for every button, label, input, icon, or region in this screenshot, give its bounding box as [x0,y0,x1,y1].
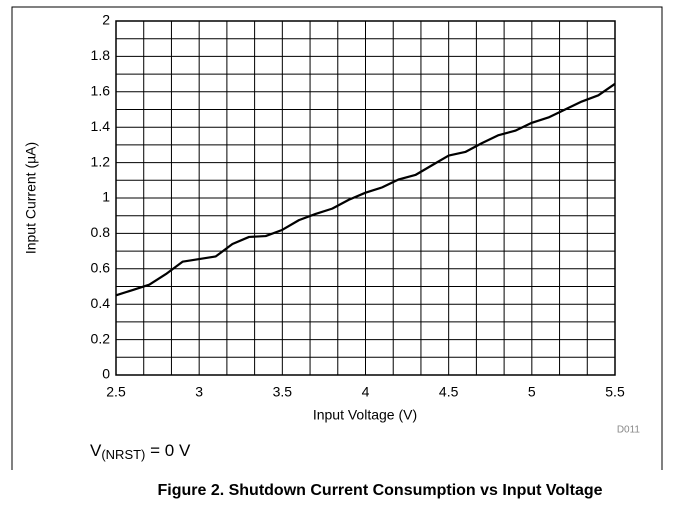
y-tick-label: 1.8 [91,47,111,63]
x-tick-label: 5.5 [605,384,625,400]
x-tick-label: 3 [195,384,203,400]
y-tick-label: 0.6 [91,260,111,276]
plot-border [115,20,616,376]
x-axis-label: Input Voltage (V) [313,407,417,423]
x-tick-label: 2.5 [106,384,126,400]
y-tick-label: 1.4 [91,118,111,134]
annotation-rest: = 0 V [145,441,191,460]
y-tick-label: 0.2 [91,330,111,346]
y-axis-label: Input Current (µA) [23,142,39,254]
y-tick-label: 1 [102,189,110,205]
frame [11,6,663,470]
annotation: V(NRST) = 0 V [90,441,191,462]
y-tick-label: 1.2 [91,153,111,169]
y-tick-label: 0.4 [91,295,111,311]
caption: Figure 2. Shutdown Current Consumption v… [157,482,602,499]
x-tick-label: 4 [362,384,370,400]
x-tick-label: 3.5 [273,384,293,400]
x-tick-label: 5 [528,384,536,400]
y-tick-label: 0 [102,366,110,382]
y-tick-label: 1.6 [91,83,111,99]
annotation-sub: (NRST) [101,447,145,462]
x-tick-label: 4.5 [439,384,459,400]
y-tick-label: 2 [102,12,110,28]
y-tick-label: 0.8 [91,224,111,240]
annotation-main: V [90,441,102,460]
figure-code: D011 [617,425,641,436]
data-line [115,82,616,297]
